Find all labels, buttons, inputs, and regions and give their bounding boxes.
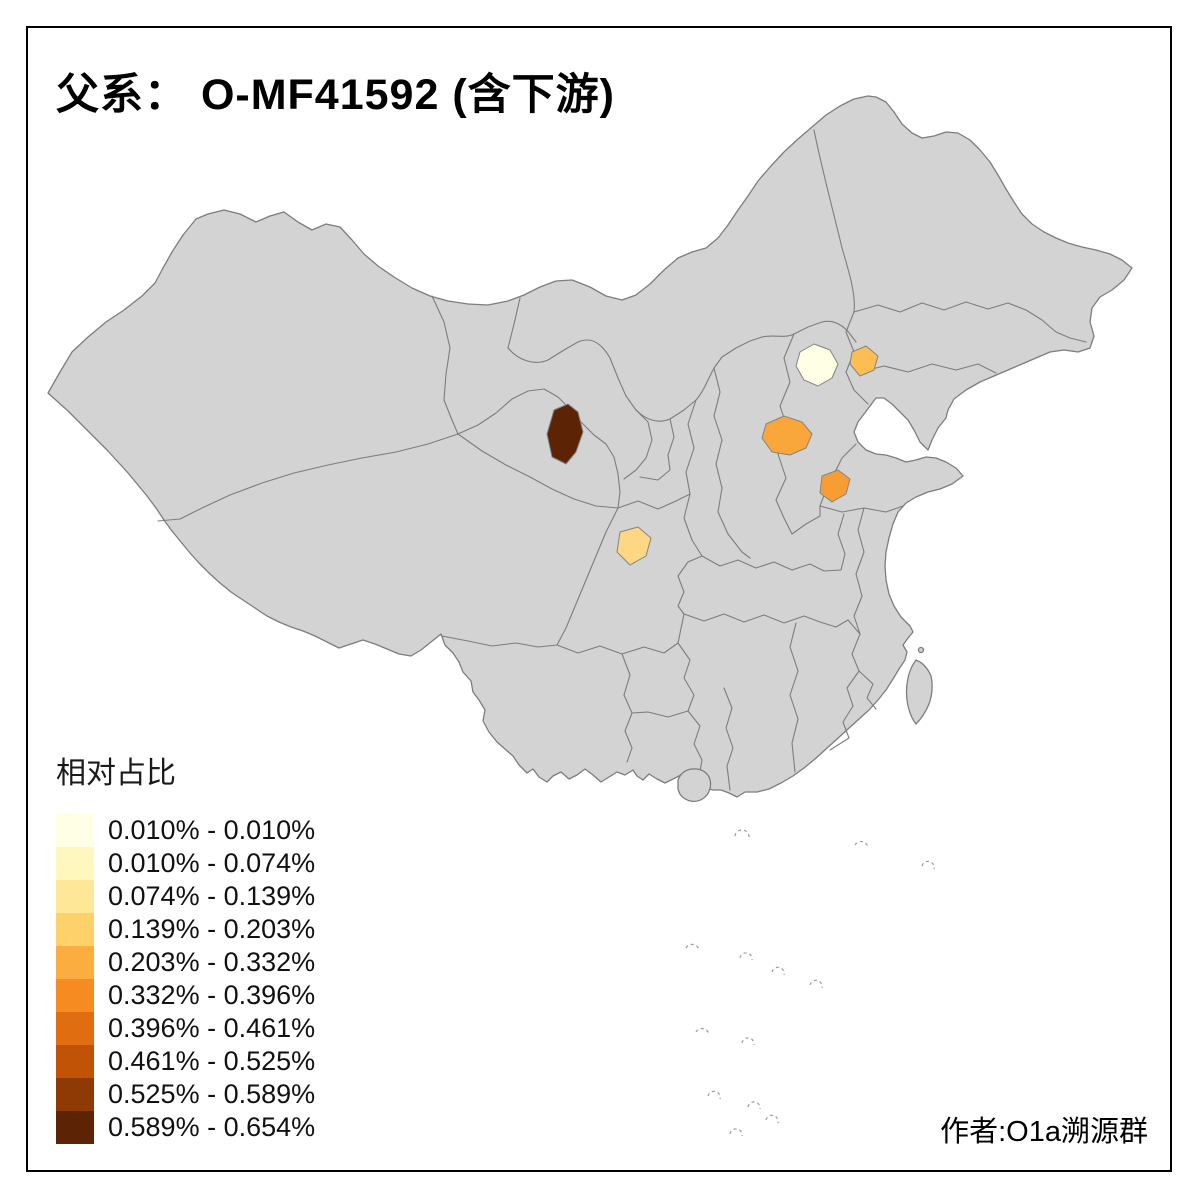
legend-item: 0.396% - 0.461% [56, 1012, 315, 1045]
legend-swatch [56, 1012, 94, 1045]
legend-item: 0.332% - 0.396% [56, 979, 315, 1012]
legend-label: 0.461% - 0.525% [108, 1046, 316, 1076]
legend-swatch [56, 946, 94, 979]
legend-swatch [56, 880, 94, 913]
legend-label: 0.139% - 0.203% [108, 914, 316, 944]
legend-item: 0.010% - 0.074% [56, 847, 315, 880]
highlighted-regions [546, 343, 879, 566]
legend-swatch [56, 1045, 94, 1078]
highlight-north-henan-area [819, 469, 851, 503]
coastal-islet [917, 646, 925, 654]
legend-item: 0.525% - 0.589% [56, 1078, 315, 1111]
legend-item: 0.203% - 0.332% [56, 946, 315, 979]
south-china-sea-marks [685, 829, 935, 1137]
legend-label: 0.010% - 0.074% [108, 848, 316, 878]
hainan-island [677, 768, 712, 803]
plot-frame [26, 26, 1172, 1172]
legend-label: 0.010% - 0.010% [108, 815, 316, 845]
legend: 相对占比 0.010% - 0.010% 0.010% - 0.074% 0.0… [56, 748, 315, 1144]
legend-label: 0.589% - 0.654% [108, 1112, 316, 1142]
legend-item: 0.074% - 0.139% [56, 880, 315, 913]
legend-label: 0.074% - 0.139% [108, 881, 316, 911]
legend-item: 0.461% - 0.525% [56, 1045, 315, 1078]
legend-item: 0.010% - 0.010% [56, 814, 315, 847]
highlight-sichuan-basin-area [616, 526, 652, 566]
legend-item: 0.139% - 0.203% [56, 913, 315, 946]
legend-swatch [56, 1111, 94, 1144]
legend-label: 0.332% - 0.396% [108, 980, 316, 1010]
legend-swatch [56, 913, 94, 946]
highlight-beijing-area [795, 343, 839, 387]
taiwan-island [905, 659, 933, 725]
legend-swatch [56, 979, 94, 1012]
highlight-central-hebei-area [761, 415, 813, 456]
legend-swatch [56, 1078, 94, 1111]
legend-label: 0.203% - 0.332% [108, 947, 316, 977]
legend-swatch [56, 847, 94, 880]
page-title: 父系： O-MF41592 (含下游) [56, 71, 615, 119]
legend-item: 0.589% - 0.654% [56, 1111, 315, 1144]
legend-title: 相对占比 [56, 757, 176, 790]
author-credit: 作者:O1a溯源群 [940, 1116, 1148, 1148]
legend-label: 0.525% - 0.589% [108, 1079, 316, 1109]
highlight-east-hebei-area [849, 345, 879, 377]
legend-label: 0.396% - 0.461% [108, 1013, 316, 1043]
china-mainland [47, 95, 1133, 798]
highlight-east-qinghai-area [546, 403, 584, 465]
legend-swatch [56, 814, 94, 847]
